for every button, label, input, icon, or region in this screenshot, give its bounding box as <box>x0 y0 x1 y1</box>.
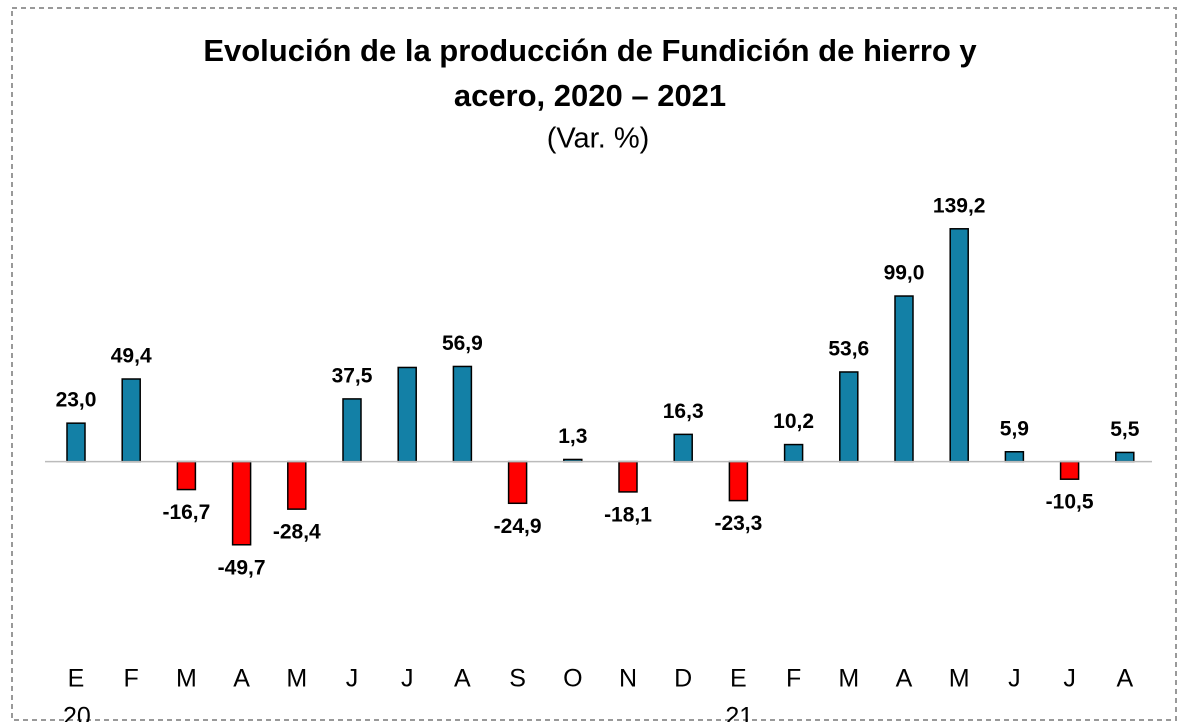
chart-title: acero, 2020 – 2021 <box>454 78 726 113</box>
bar <box>176 460 197 491</box>
x-tick-label: A <box>233 665 250 693</box>
data-label: -24,9 <box>494 515 542 538</box>
bar <box>121 378 141 463</box>
bar <box>673 433 693 463</box>
bar <box>618 460 638 493</box>
x-tick-label: A <box>454 665 471 693</box>
bar <box>507 460 528 505</box>
data-label: 1,3 <box>558 425 587 448</box>
data-label: 53,6 <box>828 338 869 361</box>
data-label: 23,0 <box>56 389 97 412</box>
chart-title: Evolución de la producción de Fundición … <box>203 33 977 68</box>
chart-border <box>11 7 1177 721</box>
x-tick-label: E <box>730 665 747 693</box>
data-label: 10,2 <box>773 410 814 433</box>
bar <box>342 398 362 463</box>
bar <box>1059 460 1080 480</box>
bar <box>839 371 859 463</box>
x-tick-label: E <box>68 665 85 693</box>
x-tick-year: 21 <box>725 703 753 722</box>
bar <box>783 443 804 463</box>
x-tick-label: F <box>124 665 139 693</box>
data-label: 139,2 <box>933 194 986 217</box>
x-tick-label: M <box>176 665 197 693</box>
x-tick-label: M <box>949 665 970 693</box>
data-label: 37,5 <box>332 364 373 387</box>
bar <box>1004 451 1025 463</box>
bar <box>66 422 86 463</box>
data-label: 5,9 <box>1000 417 1029 440</box>
bar <box>1115 451 1135 463</box>
bar <box>397 366 417 463</box>
x-tick-label: M <box>838 665 859 693</box>
x-tick-label: J <box>346 665 359 693</box>
data-label: 49,4 <box>111 345 152 368</box>
x-tick-year: 20 <box>63 703 91 722</box>
data-label: -18,1 <box>604 503 652 526</box>
x-tick-label: D <box>674 665 692 693</box>
x-tick-label: A <box>1116 665 1133 693</box>
data-label: 99,0 <box>884 262 925 285</box>
x-tick-label: N <box>619 665 637 693</box>
bar <box>452 365 473 463</box>
bar <box>728 460 749 502</box>
data-label: -23,3 <box>714 512 762 535</box>
x-tick-label: J <box>1063 665 1076 693</box>
x-tick-label: J <box>401 665 414 693</box>
bar <box>949 228 969 463</box>
x-tick-label: F <box>786 665 801 693</box>
data-label: -10,5 <box>1046 491 1094 514</box>
bar <box>231 460 252 546</box>
x-tick-label: O <box>563 665 582 693</box>
bar <box>894 295 914 463</box>
data-label: 16,3 <box>663 400 704 423</box>
x-tick-label: J <box>1008 665 1021 693</box>
data-label: 56,9 <box>442 332 483 355</box>
data-label: 5,5 <box>1110 418 1140 441</box>
bar <box>287 460 307 510</box>
data-label: -16,7 <box>162 501 210 524</box>
x-tick-label: A <box>896 665 913 693</box>
x-tick-label: S <box>509 665 526 693</box>
x-tick-label: M <box>286 665 307 693</box>
data-label: -28,4 <box>273 521 321 544</box>
chart-subtitle: (Var. %) <box>547 123 650 155</box>
data-label: -49,7 <box>218 556 266 579</box>
